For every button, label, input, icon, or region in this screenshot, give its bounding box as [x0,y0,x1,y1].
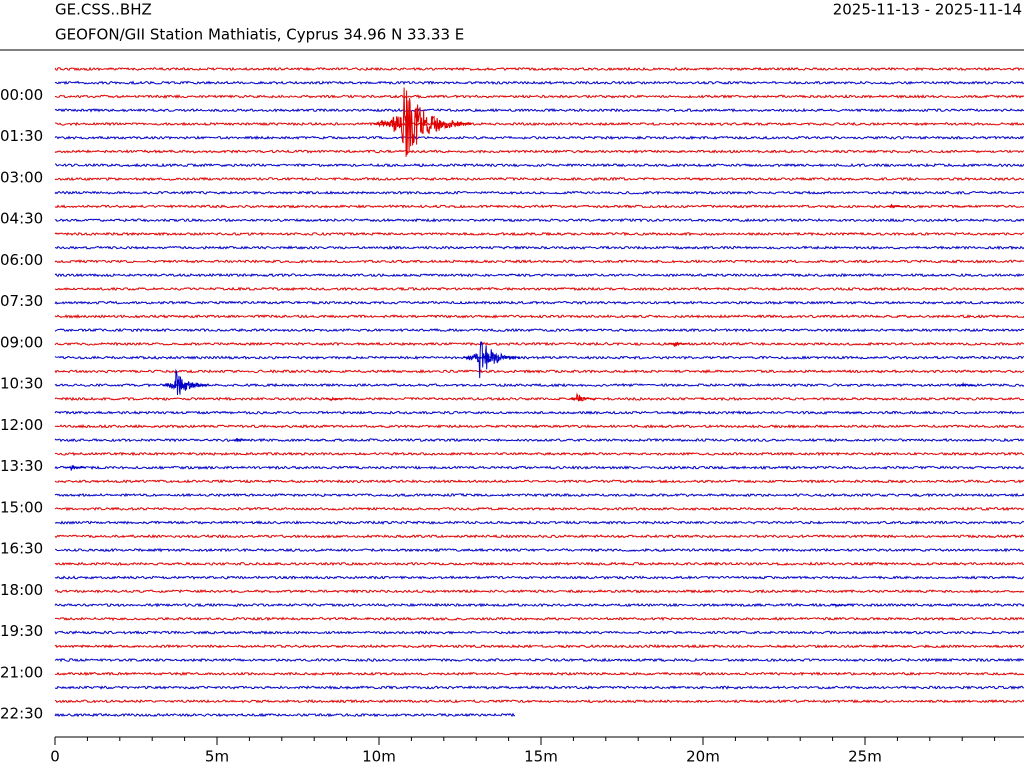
trace [54,259,1024,264]
x-tick-label: 25m [848,748,882,766]
trace [54,712,515,718]
y-tick-label: 03:00 [0,168,43,186]
trace [54,190,1024,195]
event [66,464,86,472]
trace [54,80,1024,86]
trace [54,589,1024,594]
trace [54,451,1024,457]
trace [54,162,1024,168]
trace [54,286,1024,292]
y-tick-label: 13:30 [0,457,43,475]
trace [54,149,1024,154]
y-tick-label: 15:00 [0,498,43,516]
trace [54,492,1024,498]
event [886,203,904,209]
trace [54,465,1024,471]
trace [55,671,1024,677]
x-tick-label: 20m [686,748,720,766]
trace [54,506,1024,512]
event [831,603,849,609]
y-tick-label: 10:30 [0,375,43,393]
event [232,437,250,443]
trace [54,575,1024,580]
event [463,341,521,379]
chart-subtitle: GEOFON/GII Station Mathiatis, Cyprus 34.… [55,26,464,44]
trace [54,327,1024,333]
event [325,396,344,402]
trace [54,698,1024,704]
trace [54,231,1024,237]
trace [54,685,1024,690]
trace [54,272,1024,278]
trace [54,561,1024,567]
trace [54,94,1024,99]
trace [54,616,1024,622]
y-tick-label: 12:00 [0,416,43,434]
y-tick-label: 22:30 [0,705,43,723]
trace [54,643,1024,649]
trace [54,423,1024,429]
trace [54,135,1024,141]
trace [54,300,1024,305]
trace [54,176,1024,182]
y-tick-label: 16:30 [0,540,43,558]
x-tick-label: 15m [524,748,558,766]
y-tick-label: 04:30 [0,210,43,228]
y-tick-label: 19:30 [0,622,43,640]
trace [54,396,1024,402]
event [569,392,597,402]
y-tick-label: 21:00 [0,663,43,681]
date-range: 2025-11-13 - 2025-11-14 [833,1,1022,19]
y-tick-label: 07:30 [0,292,43,310]
trace [54,602,1024,608]
trace [54,478,1024,484]
x-tick-label: 0 [50,748,60,766]
trace [54,204,1024,209]
trace [54,630,1024,635]
event [372,87,472,157]
trace [54,368,1024,374]
y-tick-label: 01:30 [0,127,43,145]
y-tick-label: 18:00 [0,581,43,599]
trace [54,313,1024,319]
event [668,341,689,348]
y-tick-label: 06:00 [0,251,43,269]
trace [54,341,1024,347]
x-tick-label: 5m [205,748,229,766]
trace [54,121,1024,127]
y-tick-label: 00:00 [0,86,43,104]
trace [54,66,1024,72]
trace [54,534,1024,539]
y-tick-label: 09:00 [0,333,43,351]
trace [54,355,1024,360]
event [161,368,208,396]
trace [54,547,1024,553]
trace [54,437,1024,443]
trace [54,107,1024,113]
trace [54,410,1024,415]
trace [54,382,1024,388]
trace [54,217,1024,223]
x-tick-label: 10m [362,748,396,766]
trace [54,520,1024,525]
trace [54,245,1024,251]
trace [54,657,1024,663]
event [957,381,976,388]
chart-title: GE.CSS..BHZ [55,1,152,19]
